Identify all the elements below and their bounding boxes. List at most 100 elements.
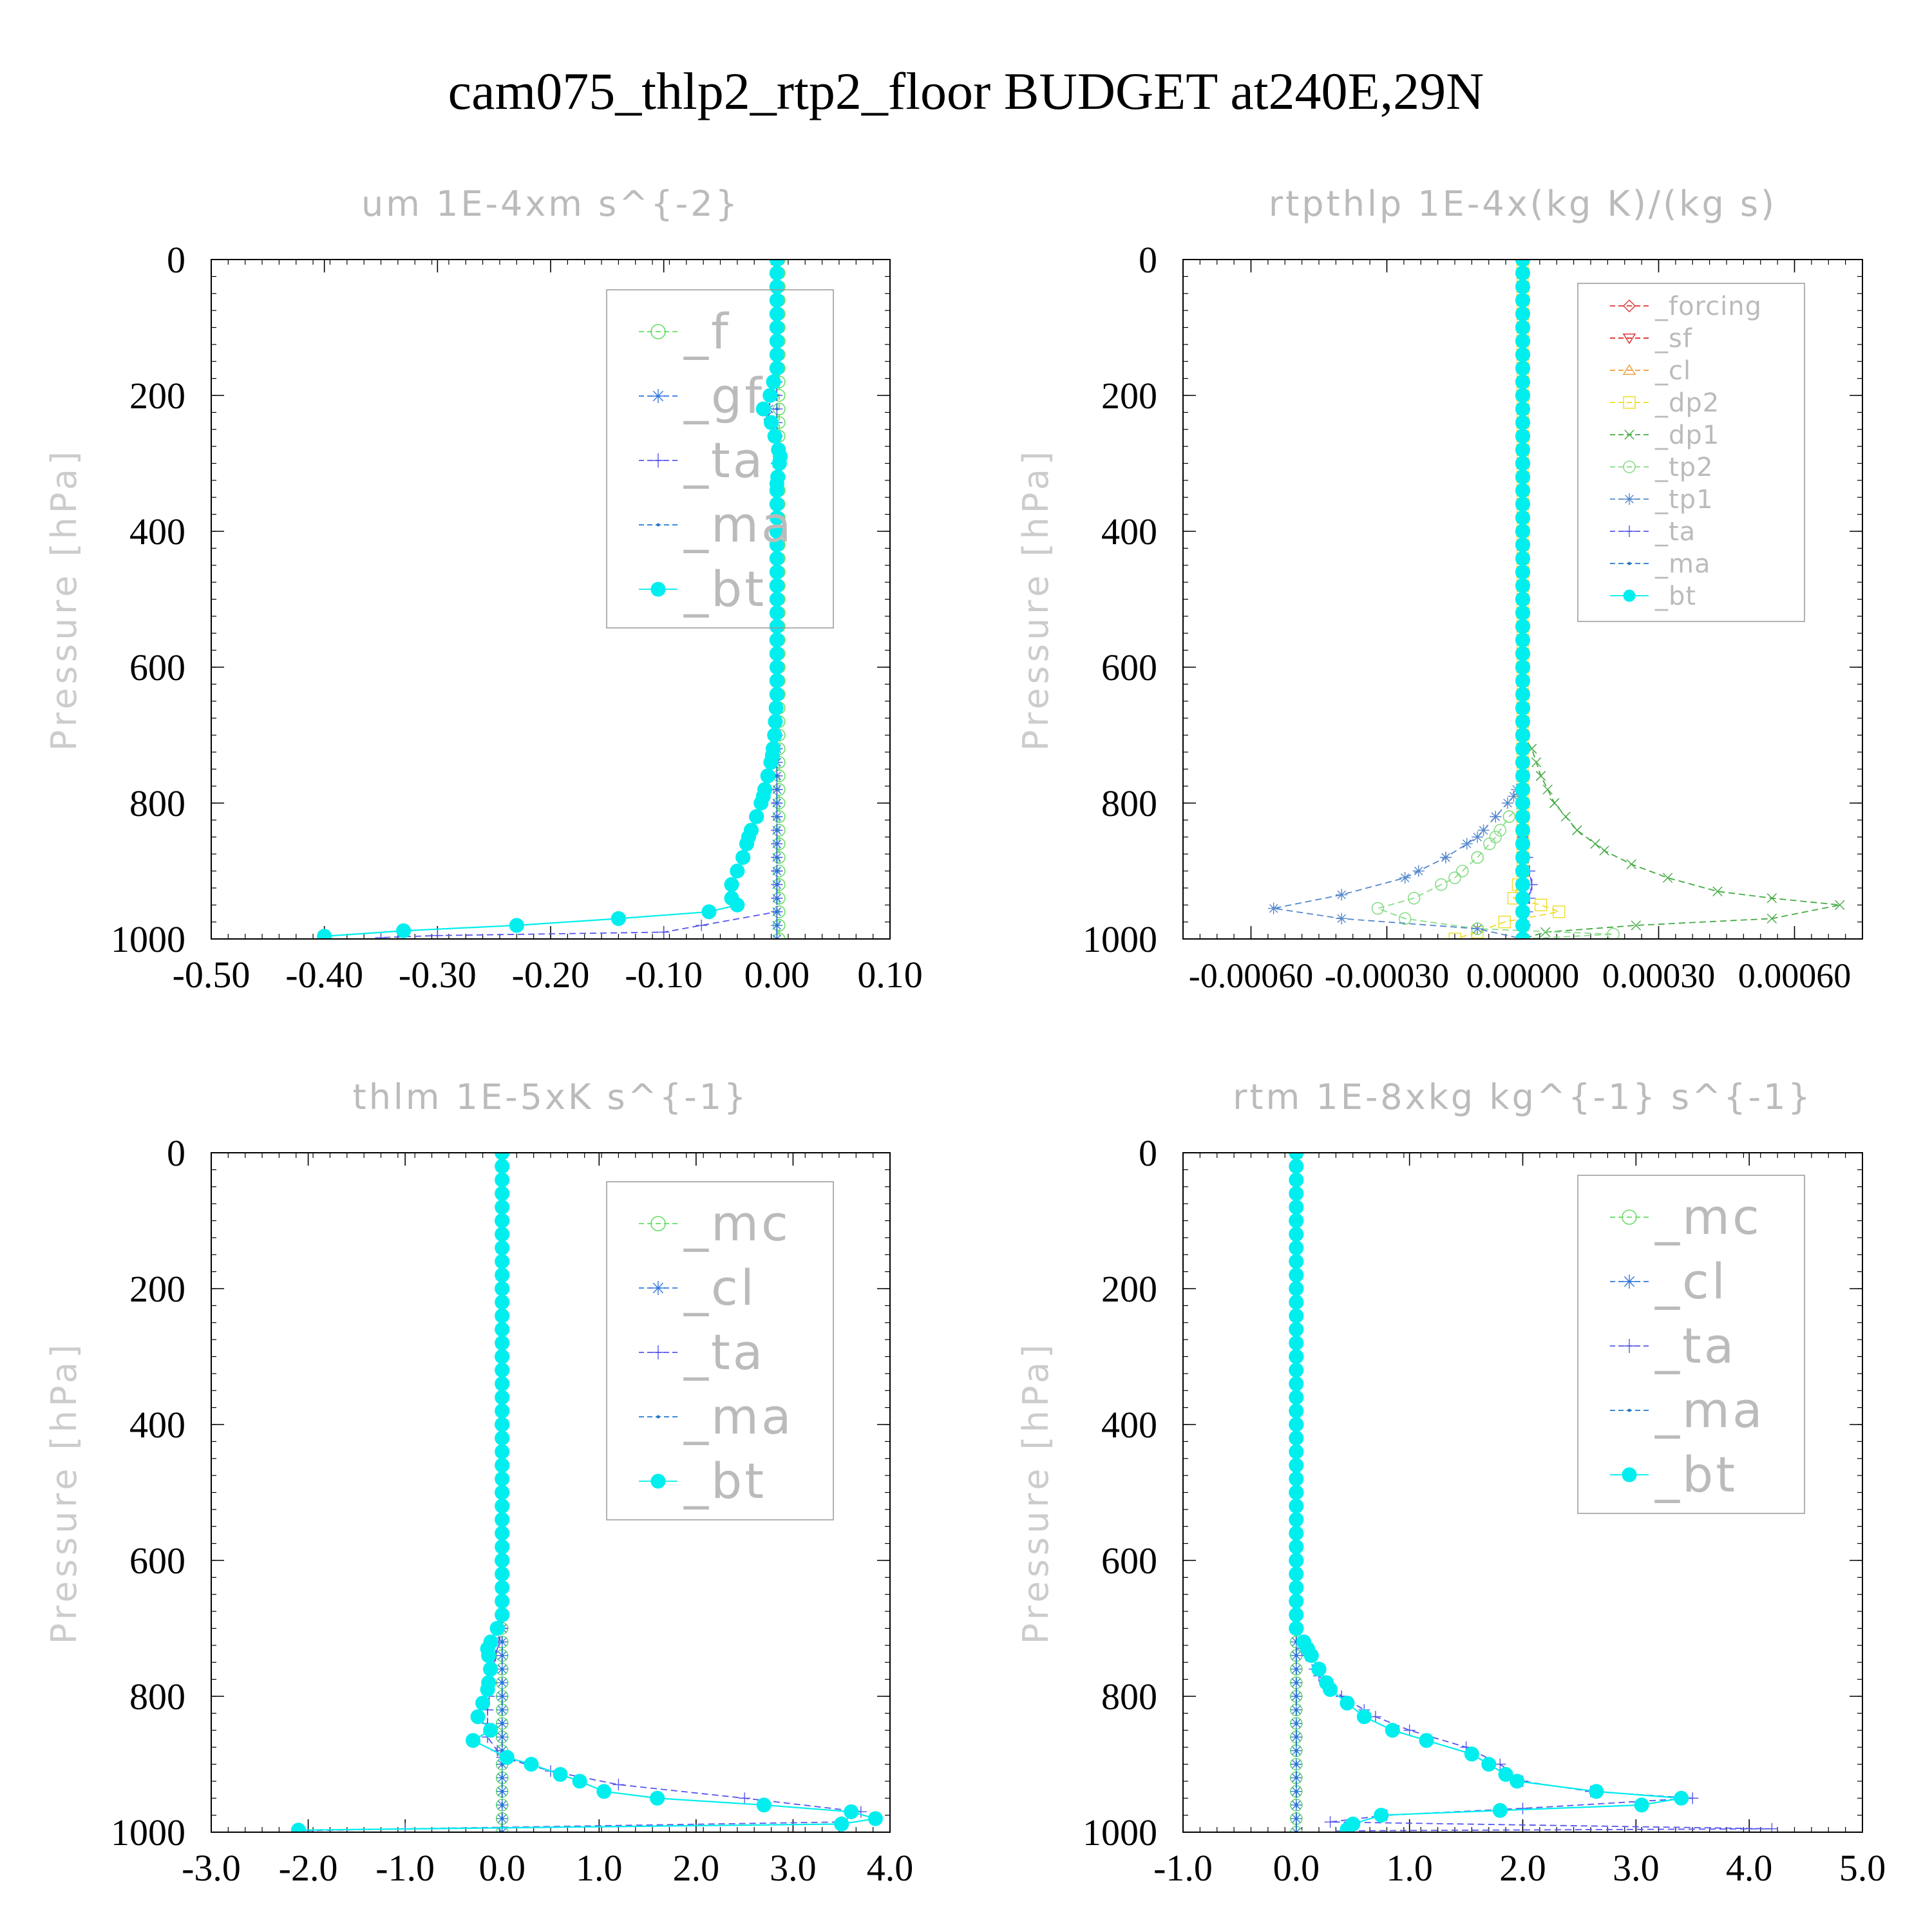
- rtm-legend-label-ma: _ma: [1654, 1381, 1765, 1439]
- thlm-series-bt-point: [844, 1804, 859, 1819]
- um-legend-label-bt: _bt: [683, 560, 766, 618]
- rtm-series-bt-point: [1296, 1634, 1312, 1650]
- um-series-ma-point: [775, 801, 779, 805]
- rtpthlp-series-tp1-point: [1508, 790, 1520, 802]
- thlm-x-tick-label: -3.0: [182, 1847, 241, 1889]
- um-series-ma-point: [775, 896, 779, 900]
- rtpthlp-series-tp1-point: [1399, 872, 1411, 884]
- um-y-tick-label: 800: [129, 782, 185, 824]
- rtpthlp-series-dp1-point: [1531, 757, 1542, 768]
- rtpthlp-series-bt-point: [1515, 292, 1531, 308]
- rtpthlp-series-bt-point: [1515, 510, 1531, 526]
- rtpthlp-legend-label-tp1: _tp1: [1654, 485, 1714, 515]
- thlm-series-bt-point: [495, 1526, 510, 1541]
- thlm-series-bt-point: [524, 1756, 539, 1772]
- rtpthlp-series-bt-point: [1515, 483, 1531, 498]
- um-series-bt-point: [769, 659, 784, 675]
- thlm-series-bt-point: [495, 1553, 510, 1568]
- rtpthlp-legend-marker-dp2: [1623, 396, 1636, 409]
- thlm-series-bt-point: [495, 1294, 510, 1310]
- um-legend-box: [606, 289, 834, 629]
- rtm-series-ta-point: [1324, 1816, 1336, 1828]
- um-series-bt-point: [769, 510, 784, 526]
- um-axes-frame: [211, 259, 891, 940]
- um-series-bt-point: [763, 755, 779, 770]
- rtm-series-bt-point: [1385, 1723, 1400, 1738]
- rtpthlp-series-bt-point: [1515, 469, 1531, 485]
- thlm-x-tick-label: 1.0: [576, 1847, 623, 1889]
- rtpthlp-series-bt-point: [1515, 578, 1531, 593]
- rtm-series-bt-point: [1289, 1363, 1304, 1378]
- rtpthlp-series-tp1-point: [1477, 824, 1490, 837]
- rtm-legend-label-mc: _mc: [1654, 1188, 1762, 1245]
- thlm-series-ta-point: [739, 1792, 751, 1804]
- rtm-x-tick-label: 3.0: [1613, 1847, 1660, 1889]
- thlm-series-bt-point: [495, 1390, 510, 1405]
- rtm-x-tick-label: -1.0: [1153, 1847, 1213, 1889]
- rtm-y-axis-label: Pressure [hPa]: [1016, 1341, 1056, 1644]
- rtpthlp-legend-marker-tp2: [1623, 460, 1636, 473]
- rtpthlp-series-dp1-point: [1662, 873, 1673, 883]
- rtpthlp-series-bt-point: [1515, 877, 1531, 893]
- thlm-series-ma-point: [500, 1640, 504, 1644]
- rtm-legend-marker-ma: [1627, 1408, 1631, 1412]
- rtpthlp-series-dp1-point: [1631, 920, 1642, 931]
- um-x-tick-label: -0.10: [625, 954, 703, 996]
- rtm-series-bt-line: [1295, 1153, 1681, 1830]
- rtpthlp-series-bt-point: [1515, 537, 1531, 553]
- um-legend-label-f: _f: [683, 303, 731, 360]
- thlm-y-tick-label: 600: [129, 1540, 185, 1582]
- um-series-bt-point: [769, 646, 784, 661]
- um-y-tick-label: 1000: [111, 918, 185, 960]
- um-series-bt-point: [739, 836, 755, 851]
- rtpthlp-legend-marker-cl: [1622, 364, 1636, 375]
- rtm-series-ma-point: [1294, 1735, 1298, 1739]
- thlm-legend-marker-ta: [651, 1345, 665, 1359]
- rtpthlp-series-tp1-point: [1461, 838, 1473, 850]
- rtpthlp-series-bt-point: [1515, 809, 1531, 824]
- rtm-series-ma-point: [1294, 1776, 1298, 1780]
- thlm-legend-marker-bt: [650, 1473, 666, 1489]
- rtm-plot-area: [1289, 1153, 1778, 1832]
- rtm-series-bt-point: [1289, 1227, 1304, 1242]
- rtm-series-ma-point: [1294, 1790, 1298, 1794]
- rtpthlp-series-tp1-point: [1472, 923, 1484, 935]
- rtm-series-bt-point: [1289, 1308, 1304, 1323]
- rtm-series-bt-point: [1289, 1403, 1304, 1419]
- um-series-bt-point: [611, 911, 626, 926]
- rtm-series-ta-point: [1369, 1710, 1381, 1723]
- panel-bottom-right: rtm 1E-8xkg kg^{-1} s^{-1} Pressure [hPa]…: [1016, 1077, 1886, 1889]
- rtm-series-ta-point: [1517, 1803, 1529, 1815]
- um-panel-title: um 1E-4xm s^{-2}: [361, 184, 740, 224]
- rtpthlp-series-bt-point: [1515, 727, 1531, 743]
- thlm-series-bt-point: [290, 1823, 307, 1832]
- thlm-series-ma-point: [500, 1790, 504, 1794]
- rtm-series-bt-point: [1289, 1526, 1304, 1541]
- thlm-series-bt-point: [495, 1539, 510, 1555]
- rtm-panel-title: rtm 1E-8xkg kg^{-1} s^{-1}: [1233, 1077, 1813, 1117]
- thlm-series-bt-point: [483, 1634, 498, 1650]
- rtpthlp-series-bt-point: [1515, 334, 1531, 349]
- rtm-series-bt-point: [1289, 1457, 1304, 1473]
- um-series-bt-point: [769, 347, 784, 363]
- um-series-bt-point: [509, 918, 524, 933]
- rtpthlp-legend-marker-ta: [1624, 526, 1635, 537]
- thlm-y-tick-label: 800: [129, 1676, 185, 1718]
- um-series-ta-point: [658, 926, 670, 938]
- rtm-series-bt-point: [1289, 1281, 1304, 1296]
- rtpthlp-series-bt-point: [1515, 260, 1531, 267]
- rtpthlp-series-dp1-point: [1590, 838, 1600, 849]
- rtpthlp-series-tp2-point: [1471, 851, 1484, 864]
- rtpthlp-plot-area: [1267, 260, 1845, 939]
- thlm-series-bt-point: [495, 1172, 510, 1188]
- um-legend-marker-ma: [656, 523, 660, 527]
- um-series-bt-point: [753, 795, 769, 811]
- rtm-series-bt-point: [1289, 1159, 1304, 1174]
- um-x-tick-label: -0.50: [173, 954, 251, 996]
- thlm-legend-label-cl: _cl: [683, 1259, 757, 1316]
- thlm-series-ma-point: [500, 1667, 504, 1671]
- rtm-x-tick-label: 0.0: [1273, 1847, 1320, 1889]
- rtm-series-bt-point: [1289, 1607, 1304, 1622]
- thlm-y-tick-label: 1000: [111, 1812, 185, 1853]
